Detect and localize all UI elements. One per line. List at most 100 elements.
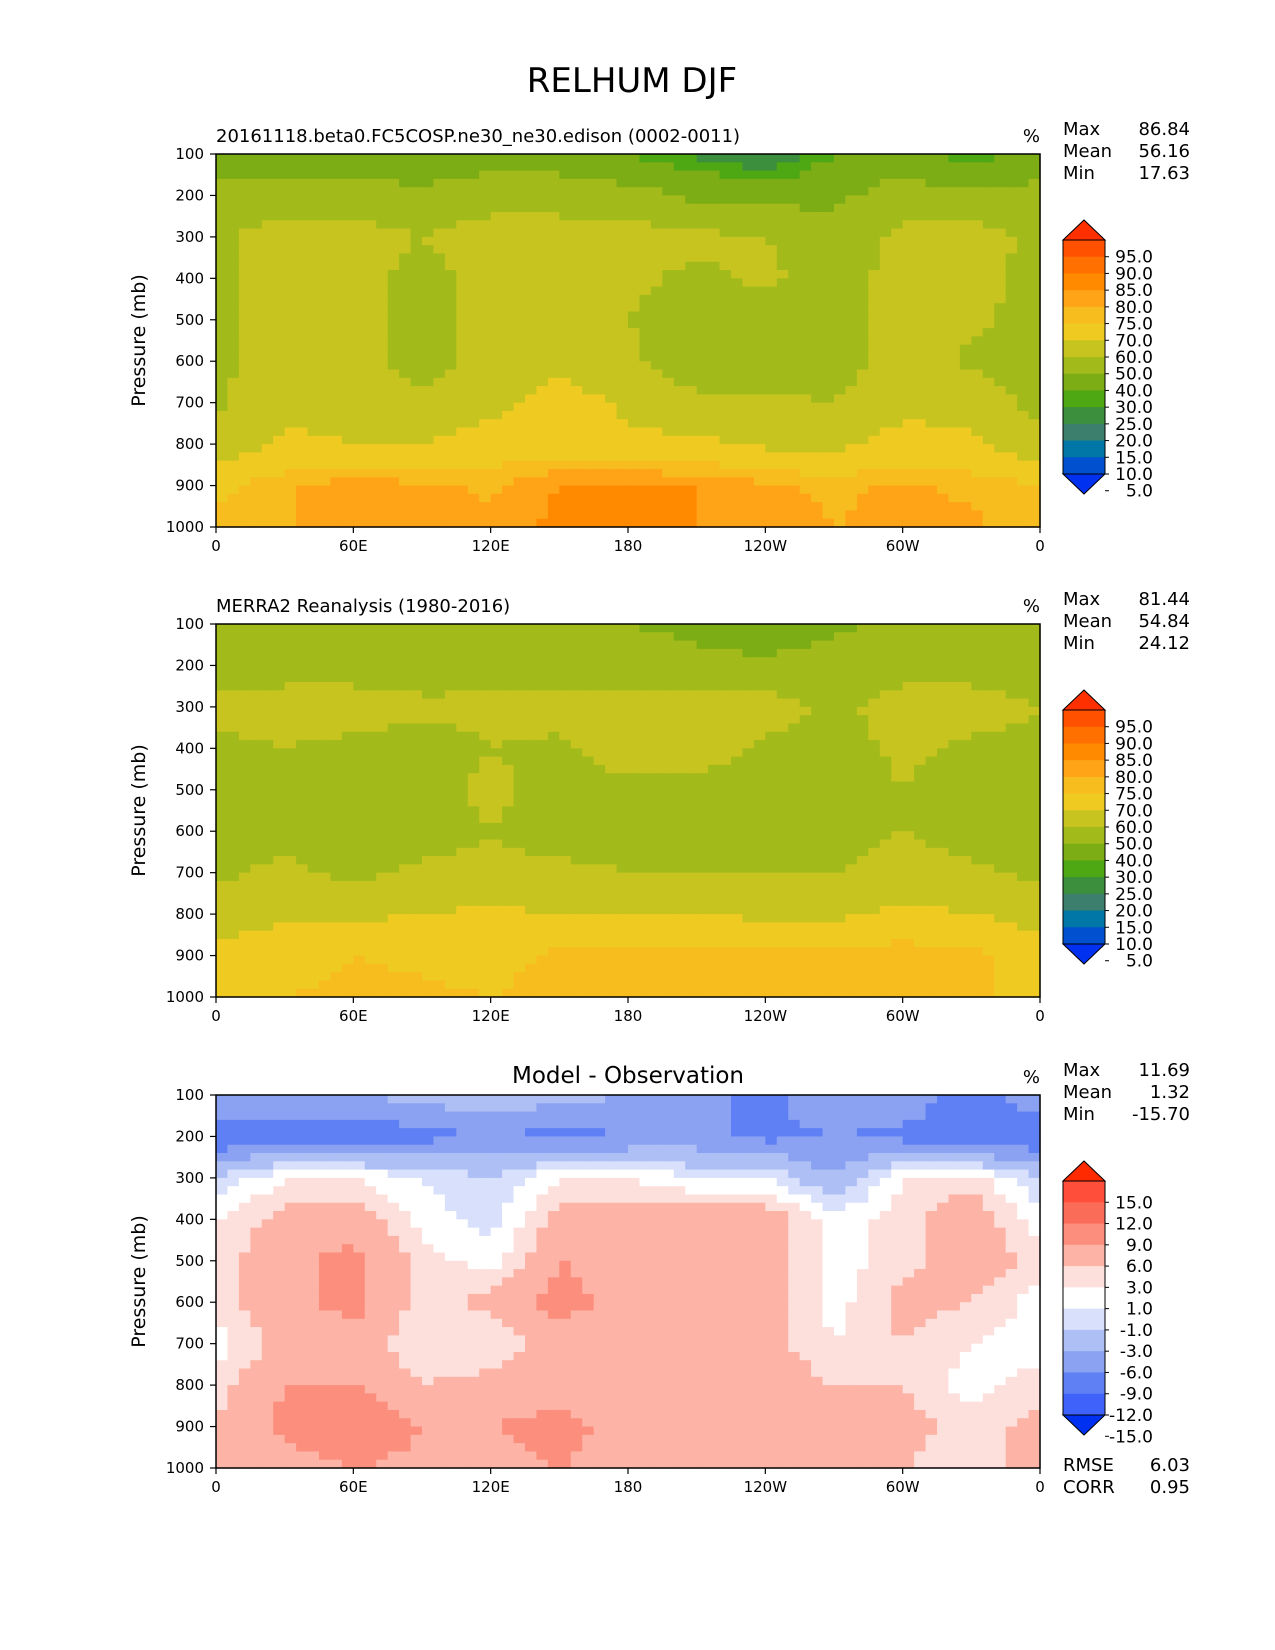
heatmap-cell — [273, 682, 286, 691]
heatmap-cell — [341, 518, 354, 528]
heatmap-cell — [605, 212, 618, 221]
heatmap-cell — [250, 715, 263, 725]
heatmap-cell — [490, 352, 503, 362]
heatmap-cell — [227, 502, 240, 512]
heatmap-cell — [662, 394, 675, 404]
heatmap-cell — [696, 485, 709, 495]
heatmap-cell — [731, 162, 744, 172]
heatmap-cell — [479, 740, 492, 749]
heatmap-cell — [216, 452, 229, 462]
heatmap-cell — [467, 195, 480, 205]
heatmap-cell — [788, 665, 801, 675]
heatmap-cell — [696, 352, 709, 362]
heatmap-cell — [925, 311, 938, 321]
heatmap-cell — [605, 798, 618, 807]
heatmap-cell — [467, 468, 480, 478]
heatmap-cell — [559, 510, 572, 520]
heatmap-cell — [353, 789, 366, 799]
heatmap-cell — [822, 336, 835, 346]
heatmap-cell — [776, 303, 789, 313]
heatmap-cell — [399, 278, 412, 288]
heatmap-cell — [948, 665, 961, 675]
heatmap-cell — [765, 510, 778, 520]
heatmap-cell — [547, 510, 560, 520]
heatmap-cell — [582, 427, 595, 437]
heatmap-cell — [765, 344, 778, 354]
heatmap-cell — [547, 336, 560, 346]
heatmap-cell — [879, 773, 892, 783]
heatmap-cell — [216, 485, 229, 495]
heatmap-cell — [982, 740, 995, 749]
heatmap-cell — [650, 369, 663, 379]
heatmap-cell — [525, 657, 538, 667]
heatmap-cell — [536, 187, 549, 197]
heatmap-cell — [811, 640, 824, 650]
heatmap-cell — [536, 468, 549, 478]
heatmap-cell — [353, 154, 366, 163]
heatmap-cell — [456, 344, 469, 354]
heatmap-cell — [273, 369, 286, 379]
heatmap-cell — [364, 690, 377, 700]
heatmap-cell — [273, 789, 286, 799]
heatmap-cell — [467, 690, 480, 700]
heatmap-cell — [250, 773, 263, 783]
heatmap-cell — [399, 731, 412, 741]
heatmap-cell — [422, 410, 435, 420]
colorbar-label: 50.0 — [1115, 365, 1153, 385]
heatmap-cell — [479, 723, 492, 733]
heatmap-cell — [1017, 261, 1030, 271]
heatmap-cell — [479, 435, 492, 445]
heatmap-cell — [776, 228, 789, 238]
heatmap-cell — [971, 756, 984, 766]
heatmap-cell — [547, 723, 560, 733]
heatmap-cell — [834, 493, 847, 503]
heatmap-cell — [284, 657, 297, 667]
y-tick-label: 600 — [175, 352, 204, 370]
heatmap-cell — [776, 502, 789, 512]
heatmap-cell — [525, 427, 538, 437]
heatmap-cell — [925, 261, 938, 271]
heatmap-cell — [856, 518, 869, 528]
heatmap-cell — [1017, 278, 1030, 288]
heatmap-cell — [605, 632, 618, 642]
heatmap-cell — [479, 220, 492, 230]
heatmap-cell — [319, 798, 332, 807]
heatmap-cell — [307, 319, 320, 329]
heatmap-cell — [410, 673, 423, 683]
heatmap-cell — [1005, 303, 1018, 313]
heatmap-cell — [788, 352, 801, 362]
heatmap-cell — [982, 162, 995, 172]
heatmap-cell — [593, 170, 606, 180]
heatmap-cell — [628, 731, 641, 741]
heatmap-cell — [845, 740, 858, 749]
heatmap-cell — [914, 698, 927, 708]
heatmap-cell — [822, 764, 835, 774]
heatmap-cell — [708, 427, 721, 437]
heatmap-cell — [696, 648, 709, 658]
heatmap-cell — [456, 740, 469, 749]
heatmap-cell — [353, 178, 366, 188]
heatmap-cell — [834, 715, 847, 725]
heatmap-cell — [982, 640, 995, 650]
heatmap-cell — [994, 648, 1007, 658]
heatmap-cell — [822, 510, 835, 520]
heatmap-cell — [536, 632, 549, 642]
heatmap-cell — [227, 236, 240, 246]
heatmap-cell — [341, 352, 354, 362]
heatmap-cell — [261, 386, 274, 395]
heatmap-cell — [456, 336, 469, 346]
heatmap-cell — [444, 361, 457, 371]
heatmap-cell — [502, 698, 515, 708]
heatmap-cell — [811, 493, 824, 503]
heatmap-cell — [513, 723, 526, 733]
heatmap-cell — [307, 336, 320, 346]
heatmap-cell — [616, 154, 629, 163]
heatmap-cell — [376, 294, 389, 304]
heatmap-cell — [902, 195, 915, 205]
heatmap-cell — [845, 352, 858, 362]
heatmap-cell — [307, 698, 320, 708]
heatmap-cell — [662, 715, 675, 725]
heatmap-cell — [593, 187, 606, 197]
heatmap-cell — [1017, 460, 1030, 470]
heatmap-cell — [742, 270, 755, 279]
